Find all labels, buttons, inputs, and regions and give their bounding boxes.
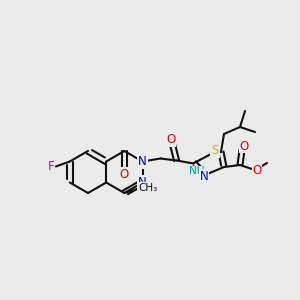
Text: N: N bbox=[138, 155, 147, 168]
Text: CH₃: CH₃ bbox=[139, 183, 158, 193]
Text: N: N bbox=[200, 169, 208, 182]
Text: N: N bbox=[138, 176, 147, 189]
Text: O: O bbox=[120, 167, 129, 181]
Text: F: F bbox=[47, 160, 54, 173]
Text: NH: NH bbox=[189, 167, 204, 176]
Text: O: O bbox=[239, 140, 249, 152]
Text: S: S bbox=[211, 145, 219, 158]
Text: O: O bbox=[252, 164, 262, 178]
Text: O: O bbox=[166, 133, 175, 146]
